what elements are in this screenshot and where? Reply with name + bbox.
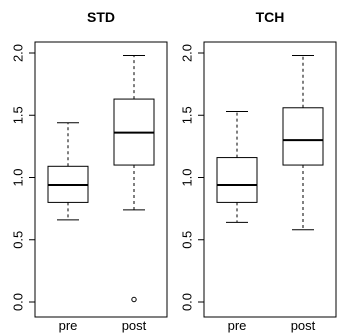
box-post (282, 54, 324, 231)
y-tick-label: 2.0 (179, 44, 194, 62)
y-tick-label: 1.5 (179, 106, 194, 124)
x-category-label: post (122, 318, 147, 333)
y-tick-label: 0.0 (179, 293, 194, 311)
plot-frame (34, 41, 168, 318)
panel-tch: TCH 0.0 0.5 1.0 1.5 2.0 pre post (179, 9, 337, 333)
outlier-point (131, 296, 137, 303)
x-category-label: post (291, 318, 316, 333)
box-post (113, 54, 155, 303)
x-category-label: pre (59, 318, 78, 333)
y-tick-label: 1.0 (10, 168, 25, 186)
y-tick-label: 1.0 (179, 168, 194, 186)
iqr-box (216, 157, 258, 203)
y-tick-label: 0.5 (179, 231, 194, 249)
y-tick-label: 1.5 (10, 106, 25, 124)
box-pre (47, 122, 89, 221)
plot-frame (203, 41, 337, 318)
iqr-box (282, 107, 324, 166)
panel-std: STD 0.0 0.5 1.0 1.5 2.0 pre post (10, 9, 168, 333)
box-pre (216, 111, 258, 223)
x-category-label: pre (228, 318, 247, 333)
chart-title: TCH (256, 9, 285, 25)
y-tick-label: 0.5 (10, 231, 25, 249)
y-tick-label: 0.0 (10, 293, 25, 311)
chart-title: STD (87, 9, 115, 25)
y-tick-label: 2.0 (10, 44, 25, 62)
